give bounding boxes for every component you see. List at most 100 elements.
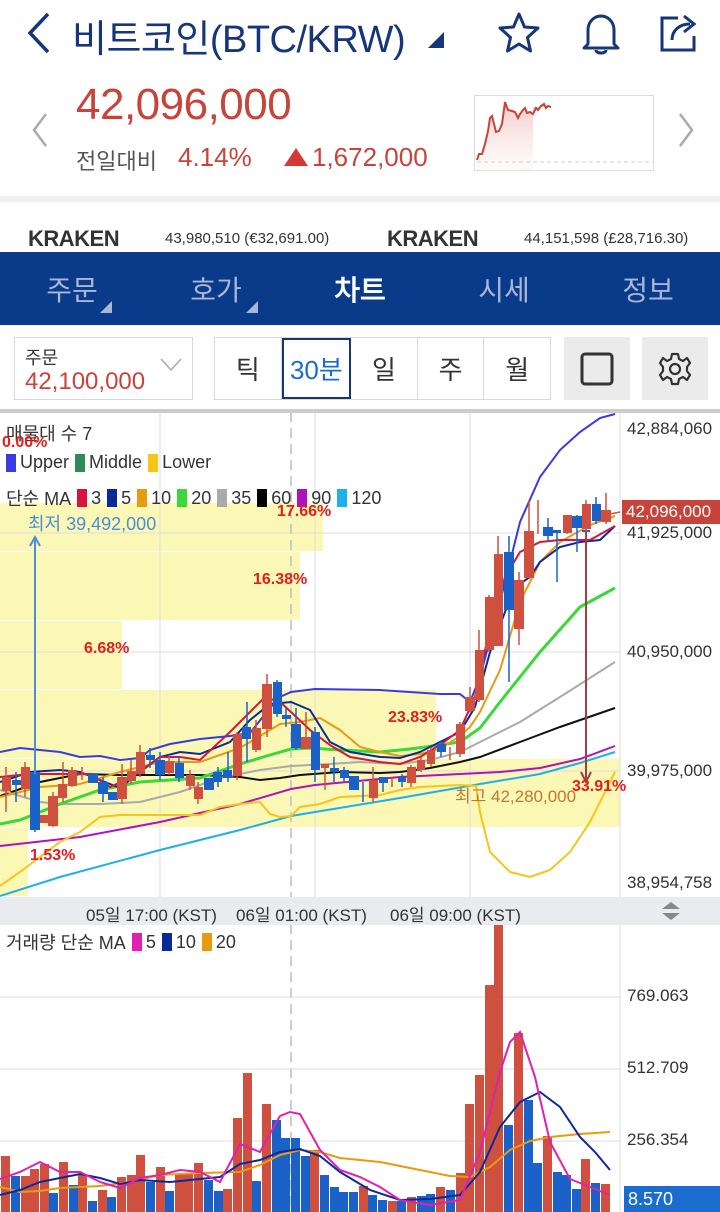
order-price-select[interactable]: 주문 42,100,000 <box>14 337 193 400</box>
bollinger-legend: Upper Middle Lower <box>4 452 211 473</box>
volume-axis-label: 256.354 <box>627 1130 689 1149</box>
change-value: 1,672,000 <box>312 142 428 172</box>
vol-ma10-label: 10 <box>175 931 196 952</box>
middle-swatch <box>75 453 86 472</box>
prev-arrow-icon[interactable] <box>28 110 52 150</box>
chevron-down-icon <box>160 358 182 372</box>
profile-percent: 1.53% <box>30 847 76 864</box>
tab-chart[interactable]: 차트 <box>334 274 386 306</box>
vol-ma-10 <box>0 1090 611 1202</box>
divider <box>0 196 720 202</box>
back-icon[interactable] <box>22 10 56 56</box>
y-axis-label: 40,950,000 <box>627 642 713 661</box>
tab-info[interactable]: 정보 <box>622 274 674 306</box>
period-week[interactable]: 주 <box>418 338 485 399</box>
fullscreen-button[interactable] <box>564 337 630 400</box>
current-price: 42,096,000 <box>76 80 292 129</box>
compare-label: 전일대비 <box>76 149 157 174</box>
share-icon[interactable] <box>656 10 702 56</box>
profile-percent: 33.91% <box>572 778 627 795</box>
volume-axis-label: 769.063 <box>627 986 689 1005</box>
tab-quotes[interactable]: 시세 <box>478 274 530 306</box>
upper-swatch <box>6 453 16 472</box>
fullscreen-icon <box>580 352 614 385</box>
ma5-swatch <box>107 489 118 507</box>
vol-ma20-label: 20 <box>215 931 236 952</box>
ma5-label: 5 <box>121 487 132 508</box>
resize-handle-icon[interactable] <box>660 900 682 922</box>
candles <box>2 493 621 832</box>
period-selector: 틱 30분 일 주 월 <box>214 337 551 400</box>
profile-percent: 16.38% <box>253 571 308 588</box>
bell-icon[interactable] <box>578 10 624 56</box>
y-axis-label: 42,884,060 <box>627 419 713 438</box>
ma20-label: 20 <box>191 487 212 508</box>
ma-legend: 단순 MA 3 5 10 20 35 60 90 120 <box>6 485 381 511</box>
tab-orderbook[interactable]: 호가 <box>190 274 242 306</box>
lower-label: Lower <box>162 452 212 472</box>
vol-ma10-swatch <box>161 933 172 951</box>
middle-label: Middle <box>89 452 143 472</box>
quote-panel: 42,096,000 전일대비 4.14% 1,672,000 <box>0 70 720 198</box>
period-day[interactable]: 일 <box>351 338 418 399</box>
exchange-prices: KRAKEN 43,980,510 (€32,691.00) KRAKEN 44… <box>0 224 720 252</box>
ma10-label: 10 <box>151 487 172 508</box>
order-value: 42,100,000 <box>25 368 146 395</box>
period-month[interactable]: 월 <box>505 355 530 385</box>
period-30min[interactable]: 30분 <box>281 338 352 399</box>
gear-icon <box>658 352 692 385</box>
bb-lower <box>0 771 616 887</box>
volume-ma-legend: 거래량 단순 MA 5 10 20 <box>6 929 236 955</box>
time-axis[interactable]: 05일 17:00 (KST) 06일 01:00 (KST) 06일 09:0… <box>0 897 720 925</box>
change-percent: 4.14% <box>178 142 252 172</box>
time-label: 05일 17:00 (KST) <box>86 906 217 925</box>
volume-bars <box>1 924 610 1212</box>
ma35-label: 35 <box>231 487 252 508</box>
ma-prefix: 단순 MA <box>6 489 72 509</box>
price-chart[interactable]: 매물대 수 7 0.00% Upper Middle Lower 단순 MA 3… <box>0 412 720 1212</box>
ma35-swatch <box>217 489 228 507</box>
exchange-price: 44,151,598 (£28,716.30) <box>524 230 689 247</box>
tab-order[interactable]: 주문 <box>46 274 98 306</box>
lower-swatch <box>148 453 159 472</box>
chart-canvas[interactable] <box>0 412 720 1212</box>
exchange-name: KRAKEN <box>28 226 120 251</box>
volume-profile-label: 매물대 수 7 <box>6 424 93 444</box>
order-label: 주문 <box>25 348 59 368</box>
ma3-label: 3 <box>91 487 102 508</box>
current-price-tag: 42,096,000 <box>622 500 720 524</box>
volume-axis-label: 512.709 <box>627 1058 689 1077</box>
upper-label: Upper <box>20 452 70 472</box>
settings-button[interactable] <box>642 337 708 400</box>
dropdown-caret-icon[interactable] <box>428 32 444 48</box>
ma-35 <box>0 661 616 805</box>
ma-20 <box>0 586 616 826</box>
exchange-price: 43,980,510 (€32,691.00) <box>165 230 330 247</box>
ma3-swatch <box>77 489 88 507</box>
ma-60 <box>0 707 616 797</box>
exchange-name: KRAKEN <box>387 226 479 251</box>
volume-ma-prefix: 거래량 단순 MA <box>6 933 126 953</box>
sparkline-chart[interactable] <box>474 95 654 171</box>
profile-percent: 23.83% <box>388 709 443 726</box>
up-triangle-icon <box>284 148 308 166</box>
y-axis-label: 39,975,000 <box>627 761 713 780</box>
vol-ma5-label: 5 <box>145 931 156 952</box>
ma20-swatch <box>177 489 188 507</box>
profile-percent: 17.66% <box>277 503 332 520</box>
period-tick[interactable]: 틱 <box>215 338 282 399</box>
high-label: 최고 42,280,000 <box>455 787 577 806</box>
vol-ma-5 <box>0 1030 611 1207</box>
page-title[interactable]: 비트코인(BTC/KRW) <box>72 19 406 61</box>
vol-ma20-swatch <box>201 933 212 951</box>
y-axis-label: 38,954,758 <box>627 873 713 892</box>
next-arrow-icon[interactable] <box>674 110 698 150</box>
chart-toolbar: 주문 42,100,000 틱 30분 일 주 월 <box>0 325 720 412</box>
ma-120 <box>0 751 616 897</box>
star-icon[interactable] <box>496 10 542 56</box>
current-volume-tag: 8.570 <box>624 1186 720 1212</box>
profile-percent: 6.68% <box>84 640 130 657</box>
ma10-swatch <box>137 489 148 507</box>
submenu-corner-icon <box>246 301 258 313</box>
ma60-swatch <box>257 489 268 507</box>
